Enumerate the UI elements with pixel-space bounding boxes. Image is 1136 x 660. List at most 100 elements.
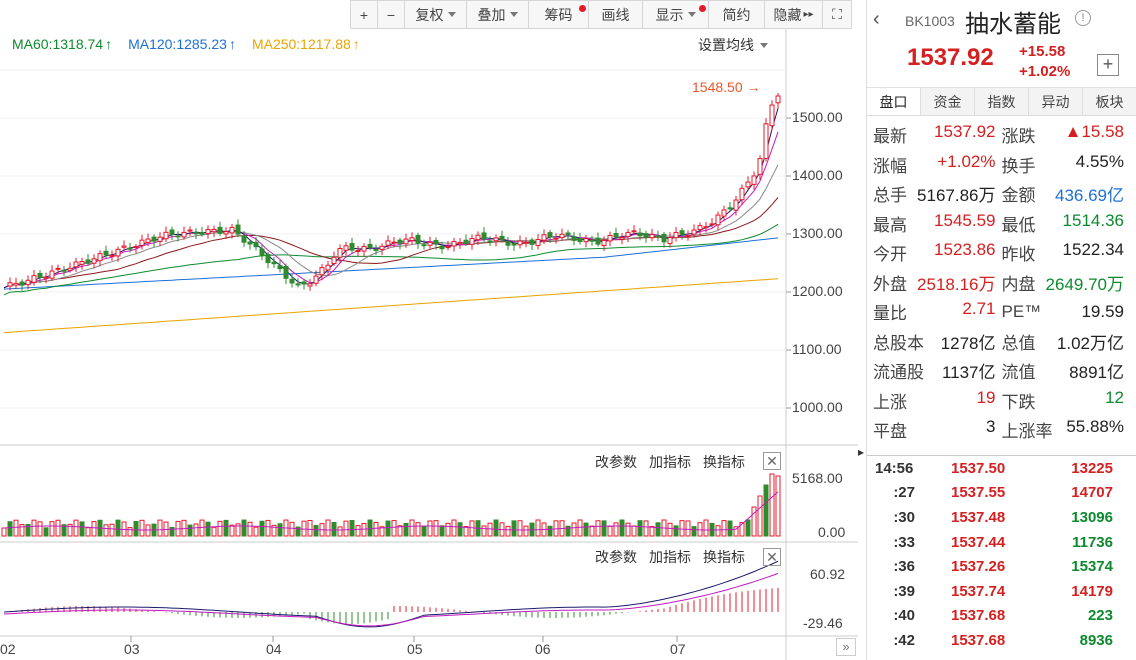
close-icon[interactable]: ✕ — [763, 548, 781, 566]
hide-button[interactable]: 隐藏 ▸▸ — [765, 1, 823, 28]
scroll-right-icon[interactable]: » — [836, 638, 856, 656]
stat-label: PE™ — [1001, 301, 1042, 321]
candle-body — [649, 233, 655, 239]
add-indicator-button[interactable]: 加指标 — [649, 549, 691, 565]
candle-body — [217, 226, 223, 234]
chips-label: 筹码 — [544, 6, 573, 23]
candle-body — [451, 241, 457, 247]
tick-row: :30 1537.48 13096 — [867, 505, 1136, 530]
fullscreen-icon[interactable]: ⛶ — [823, 1, 851, 28]
volume-axis-label: 5168.00 — [792, 470, 843, 486]
tab-orderbook[interactable]: 盘口 — [867, 88, 921, 115]
switch-indicator-button[interactable]: 换指标 — [703, 549, 745, 565]
candle-body — [751, 175, 757, 185]
volume-bar — [295, 526, 301, 537]
overlay-button[interactable]: 叠加 — [467, 1, 529, 28]
volume-bar — [331, 521, 337, 537]
volume-bar — [427, 520, 433, 537]
ma120-legend: MA120:1285.23 ↑ — [128, 36, 236, 52]
stat-row: 量比 2.71 PE™ 19.59 — [873, 297, 1130, 327]
fuquan-button[interactable]: 复权 — [405, 1, 467, 28]
candle-body — [271, 261, 277, 265]
stat-row: 最新 1537.92 涨跌 ▲15.58 — [873, 120, 1130, 150]
volume-bar — [355, 525, 361, 537]
tick-price: 1537.55 — [951, 484, 1006, 502]
tab-sector[interactable]: 板块 — [1095, 94, 1124, 110]
candle-body — [307, 283, 313, 287]
volume-bar — [481, 525, 487, 537]
volume-bar — [751, 506, 757, 537]
candle-body — [703, 226, 709, 229]
month-label: 02 — [0, 641, 16, 657]
volume-bar — [577, 519, 583, 537]
volume-bar — [73, 519, 79, 537]
volume-bar — [379, 526, 385, 537]
volume-bar — [763, 484, 769, 537]
edit-params-button[interactable]: 改参数 — [595, 549, 637, 565]
switch-indicator-button[interactable]: 换指标 — [703, 454, 745, 470]
volume-bar — [637, 520, 643, 537]
panel-collapse-icon[interactable]: ▸ — [858, 445, 865, 459]
add-indicator-button[interactable]: 加指标 — [649, 454, 691, 470]
candle-body — [301, 281, 307, 285]
stat-cell: 上涨 19 — [873, 388, 1002, 413]
volume-bar — [721, 520, 727, 537]
stat-cell: 量比 2.71 — [873, 299, 1002, 324]
stat-label: 今开 — [873, 245, 907, 265]
volume-ma-line — [3, 491, 779, 531]
zoom-in-button[interactable]: + — [351, 1, 378, 28]
kline-chart-canvas[interactable] — [0, 0, 858, 660]
tick-time: :27 — [893, 484, 915, 502]
ma120-line — [3, 237, 779, 290]
volume-bar — [583, 522, 589, 537]
display-button[interactable]: 显示 — [643, 1, 709, 28]
chevron-down-icon — [760, 42, 768, 48]
candle-body — [361, 245, 367, 252]
candle-body — [151, 236, 157, 242]
high-price-marker: 1548.50 → — [692, 79, 761, 95]
ma-settings-dropdown[interactable]: 设置均线 — [698, 35, 768, 55]
notification-dot-icon — [699, 5, 706, 12]
draw-line-button[interactable]: 画线 — [589, 1, 643, 28]
candle-body — [85, 259, 91, 264]
volume-bar — [451, 519, 457, 537]
add-watchlist-button[interactable]: + — [1097, 54, 1119, 76]
simple-button[interactable]: 简约 — [709, 1, 765, 28]
candle-body — [397, 239, 403, 244]
candle-body — [25, 279, 31, 286]
tab-alerts[interactable]: 异动 — [1029, 88, 1083, 115]
close-icon[interactable]: ✕ — [763, 452, 781, 470]
tab-index[interactable]: 指数 — [975, 88, 1029, 115]
ma250-line — [3, 278, 779, 334]
hide-label: 隐藏 — [773, 6, 802, 23]
stat-label: 流值 — [1001, 363, 1036, 383]
tick-list[interactable]: 14:56 1537.50 13225:27 1537.55 14707:30 1537.… — [867, 455, 1136, 653]
price-axis-label: 1300.00 — [792, 225, 843, 241]
volume-bar — [13, 519, 19, 537]
up-arrow-icon: ↑ — [105, 36, 113, 52]
candle-body — [235, 224, 241, 235]
tab-funds[interactable]: 资金 — [921, 88, 975, 115]
candle-body — [295, 283, 301, 286]
candle-body — [637, 232, 643, 237]
volume-bar — [385, 520, 391, 537]
edit-params-button[interactable]: 改参数 — [595, 454, 637, 470]
stat-cell: 下跌 12 — [1002, 388, 1131, 413]
candle-body — [685, 234, 691, 237]
candle-body — [313, 275, 319, 284]
candle-body — [415, 234, 421, 244]
chips-button[interactable]: 筹码 — [529, 1, 589, 28]
volume-bar — [739, 522, 745, 537]
candle-body — [163, 231, 169, 240]
tick-price: 1537.68 — [951, 631, 1006, 649]
info-icon[interactable]: ! — [1075, 10, 1091, 26]
volume-bar — [193, 523, 199, 537]
kline-chart-area[interactable]: + − 复权 叠加 筹码 画线 显示 简约 隐藏 ▸▸ ⛶ MA60:1318.7… — [0, 0, 858, 660]
volume-bar — [7, 521, 13, 537]
candle-body — [115, 248, 121, 257]
back-icon[interactable]: ‹ — [873, 8, 880, 30]
volume-bar — [703, 519, 709, 537]
volume-bar — [229, 524, 235, 537]
zoom-out-button[interactable]: − — [378, 1, 405, 28]
stat-cell: 昨收 1522.34 — [1002, 240, 1131, 265]
